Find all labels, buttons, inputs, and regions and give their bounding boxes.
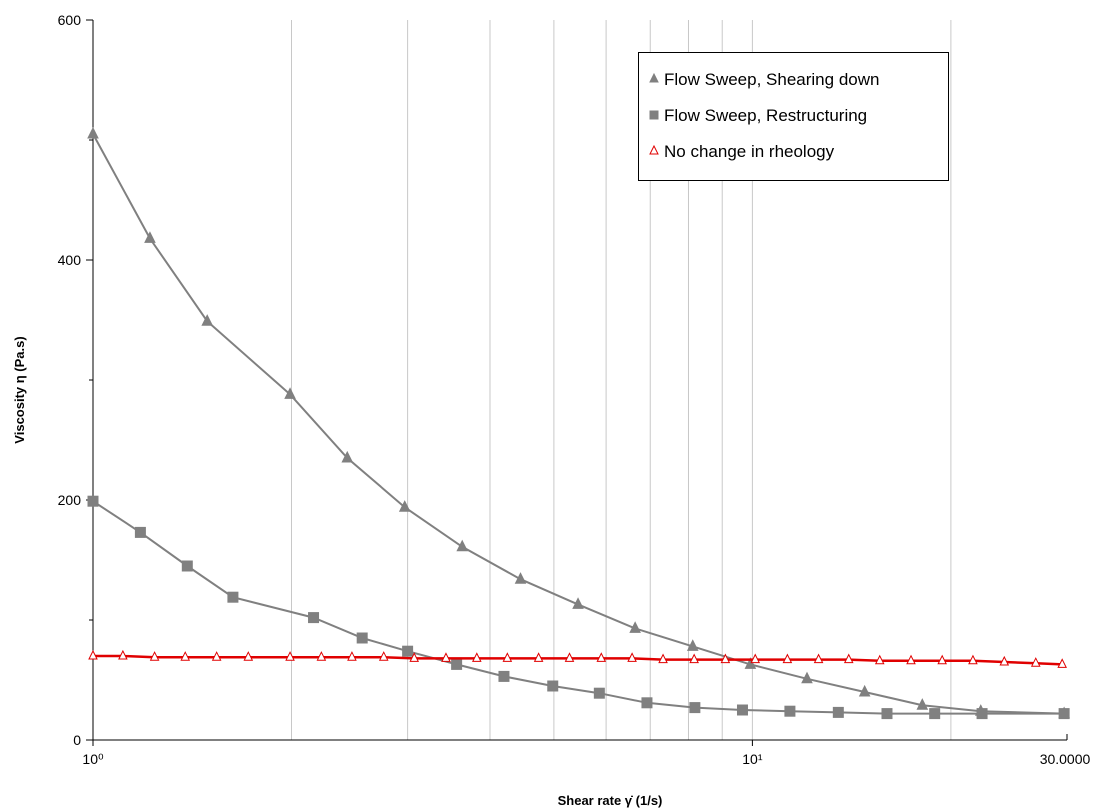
data-point — [1030, 657, 1041, 667]
data-point — [398, 500, 411, 512]
x-axis-title: Shear rate γ̇ (1/s) — [558, 793, 663, 808]
data-point — [285, 651, 295, 661]
data-point — [144, 231, 156, 243]
data-point — [658, 653, 668, 664]
data-point — [801, 671, 813, 684]
data-point — [736, 704, 748, 716]
data-point — [378, 651, 389, 661]
data-point — [649, 144, 659, 155]
data-point — [149, 651, 160, 661]
data-point — [402, 645, 414, 657]
data-point — [564, 652, 575, 662]
y-tick-label: 200 — [58, 492, 82, 508]
legend-label: No change in rheology — [664, 142, 835, 161]
data-point — [649, 110, 659, 120]
legend-item: Flow Sweep, Shearing down — [649, 70, 879, 89]
data-point — [471, 652, 482, 662]
data-point — [976, 708, 988, 720]
series-3 — [88, 649, 1067, 668]
data-point — [87, 495, 99, 507]
y-axis-title: Viscosity η (Pa.s) — [12, 336, 27, 443]
data-point — [784, 705, 796, 717]
data-point — [937, 654, 947, 665]
data-point — [514, 572, 527, 584]
data-point — [356, 632, 368, 644]
data-series — [87, 126, 1070, 720]
x-tick-label: 10⁰ — [82, 751, 104, 767]
data-point — [498, 670, 510, 682]
legend-label: Flow Sweep, Shearing down — [664, 70, 879, 89]
legend-item: No change in rheology — [649, 142, 835, 161]
data-point — [641, 697, 653, 709]
data-point — [201, 314, 214, 326]
tick-labels: 0 200 400 600 10⁰ 10¹ 30.0000 — [58, 12, 1091, 767]
data-point — [572, 597, 584, 609]
legend: Flow Sweep, Shearing down Flow Sweep, Res… — [638, 52, 949, 181]
data-point — [134, 526, 146, 538]
data-point — [874, 654, 885, 665]
data-point — [832, 706, 844, 718]
data-point — [347, 651, 357, 661]
legend-label: Flow Sweep, Restructuring — [664, 106, 867, 125]
data-point — [284, 387, 296, 399]
data-point — [227, 591, 239, 603]
data-point — [87, 126, 99, 139]
data-point — [596, 652, 607, 662]
data-point — [1058, 708, 1070, 720]
y-tick-label: 0 — [73, 732, 81, 748]
series-2 — [87, 495, 1070, 720]
data-point — [88, 649, 98, 660]
data-point — [118, 649, 128, 660]
data-point — [547, 680, 559, 692]
data-point — [999, 655, 1010, 666]
data-point — [211, 651, 222, 661]
data-point — [686, 639, 699, 651]
data-point — [744, 657, 757, 669]
series-1 — [87, 126, 1070, 719]
x-tick-label: 10¹ — [742, 751, 763, 767]
data-point — [409, 652, 420, 662]
data-point — [750, 653, 761, 664]
data-point — [456, 539, 469, 552]
data-point — [341, 450, 354, 463]
data-point — [180, 651, 191, 661]
data-point — [1057, 658, 1067, 668]
data-point — [782, 653, 793, 664]
data-point — [308, 612, 320, 624]
data-point — [720, 653, 731, 664]
data-point — [843, 653, 854, 664]
y-tick-label: 600 — [58, 12, 82, 28]
legend-box — [638, 52, 949, 181]
series-line — [93, 654, 1063, 666]
data-point — [316, 651, 327, 661]
data-point — [593, 687, 605, 699]
data-point — [689, 653, 699, 664]
legend-item: Flow Sweep, Restructuring — [649, 106, 867, 125]
data-point — [689, 702, 701, 714]
data-point — [858, 684, 871, 697]
data-point — [441, 652, 451, 662]
data-point — [243, 651, 254, 661]
data-point — [929, 708, 941, 720]
data-point — [533, 652, 544, 662]
data-point — [881, 708, 893, 720]
data-point — [649, 72, 659, 83]
series-line — [92, 133, 1065, 715]
y-tick-label: 400 — [58, 252, 82, 268]
data-point — [968, 654, 978, 665]
axes — [86, 19, 1068, 746]
series-line — [92, 500, 1065, 715]
data-point — [627, 652, 637, 662]
data-point — [813, 653, 824, 664]
data-point — [906, 654, 916, 665]
x-tick-label: 30.0000 — [1040, 751, 1091, 767]
data-point — [451, 658, 463, 670]
data-point — [502, 652, 513, 662]
data-point — [629, 621, 641, 633]
data-point — [181, 560, 193, 572]
data-point — [916, 698, 929, 710]
